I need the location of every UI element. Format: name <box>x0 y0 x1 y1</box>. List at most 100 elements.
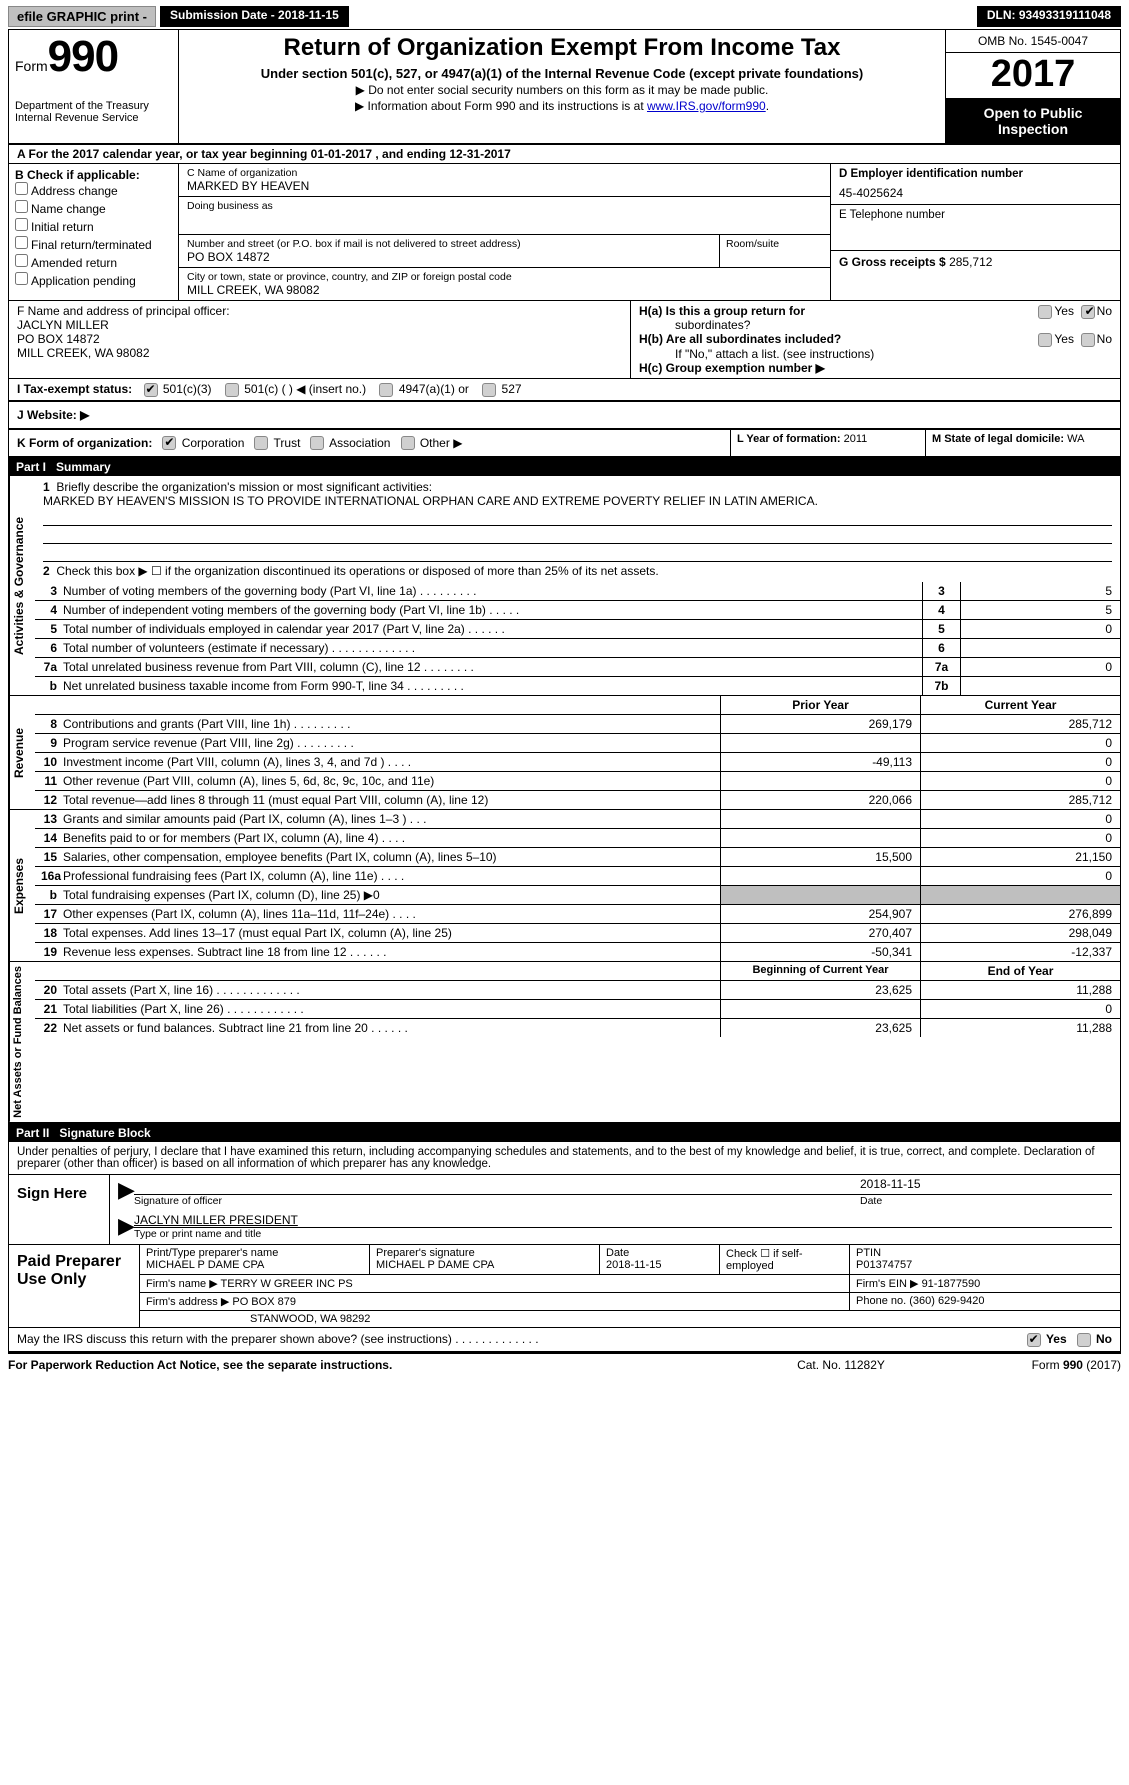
firm-name: TERRY W GREER INC PS <box>221 1278 353 1290</box>
prep-sig-lbl: Preparer's signature <box>376 1247 593 1259</box>
yes-txt2: Yes <box>1054 332 1074 346</box>
prep-name: MICHAEL P DAME CPA <box>146 1259 363 1271</box>
cb-amended[interactable]: Amended return <box>15 254 172 270</box>
section-a: A For the 2017 calendar year, or tax yea… <box>8 145 1121 164</box>
sig-arrow-icon: ▶ <box>118 1177 134 1207</box>
gov-row: 7aTotal unrelated business revenue from … <box>35 658 1120 677</box>
ha-lbl2: subordinates? <box>675 318 750 332</box>
efile-btn[interactable]: efile GRAPHIC print - <box>8 6 156 27</box>
pra-notice: For Paperwork Reduction Act Notice, see … <box>8 1358 741 1372</box>
k-other[interactable] <box>401 436 415 450</box>
rev-hdr-prior: Prior Year <box>720 696 920 714</box>
i-527[interactable] <box>482 383 496 397</box>
gov-row: bNet unrelated business taxable income f… <box>35 677 1120 695</box>
row-j: J Website: ▶ <box>9 401 1120 428</box>
no-txt: No <box>1097 304 1112 318</box>
sig-arrow-icon2: ▶ <box>118 1213 134 1240</box>
cb-name-change[interactable]: Name change <box>15 200 172 216</box>
i-501c3[interactable] <box>144 383 158 397</box>
c-name-lbl: C Name of organization <box>187 167 822 179</box>
part2-label: Part II <box>16 1126 49 1140</box>
sig-name: JACLYN MILLER PRESIDENT <box>134 1213 1112 1228</box>
yes-txt: Yes <box>1054 304 1074 318</box>
col-c: C Name of organization MARKED BY HEAVEN … <box>179 164 830 300</box>
cb-initial[interactable]: Initial return <box>15 218 172 234</box>
tax-year: 2017 <box>946 53 1120 99</box>
city-val: MILL CREEK, WA 98082 <box>187 283 822 297</box>
hb-no[interactable] <box>1081 333 1095 347</box>
sub-date: 2018-11-15 <box>278 8 339 22</box>
gov-row: 3Number of voting members of the governi… <box>35 582 1120 601</box>
i-4947[interactable] <box>379 383 393 397</box>
rev-hdr-curr: Current Year <box>920 696 1120 714</box>
gov-row: 6Total number of volunteers (estimate if… <box>35 639 1120 658</box>
gov-row: 5Total number of individuals employed in… <box>35 620 1120 639</box>
firm-phone: (360) 629-9420 <box>909 1295 984 1307</box>
col-m: M State of legal domicile: WA <box>925 430 1120 457</box>
net-row: 21Total liabilities (Part X, line 26) . … <box>35 1000 1120 1019</box>
firm-addr2: STANWOOD, WA 98292 <box>140 1311 1120 1327</box>
sig-date: 2018-11-15 <box>852 1177 1112 1195</box>
firm-ein: 91-1877590 <box>922 1278 981 1290</box>
hb-note: If "No," attach a list. (see instruction… <box>675 347 1112 361</box>
col-f: F Name and address of principal officer:… <box>9 301 630 378</box>
rev-row: 9Program service revenue (Part VIII, lin… <box>35 734 1120 753</box>
k-trust[interactable] <box>254 436 268 450</box>
side-gov: Activities & Governance <box>9 476 35 695</box>
exp-row: 14Benefits paid to or for members (Part … <box>35 829 1120 848</box>
i-o4: 527 <box>502 382 522 396</box>
col-d: D Employer identification number 45-4025… <box>830 164 1120 300</box>
org-name: MARKED BY HEAVEN <box>187 179 822 193</box>
opt-final: Final return/terminated <box>31 238 152 252</box>
public-inspection: Open to Public Inspection <box>946 99 1120 143</box>
col-b: B Check if applicable: Address change Na… <box>9 164 179 300</box>
hb-yes[interactable] <box>1038 333 1052 347</box>
cb-final[interactable]: Final return/terminated <box>15 236 172 252</box>
city-lbl: City or town, state or province, country… <box>187 271 822 283</box>
rev-row: 12Total revenue—add lines 8 through 11 (… <box>35 791 1120 809</box>
ha-yes[interactable] <box>1038 305 1052 319</box>
dn: No <box>1096 1332 1112 1346</box>
net-hdr-beg: Beginning of Current Year <box>720 962 920 980</box>
exp-row: 13Grants and similar amounts paid (Part … <box>35 810 1120 829</box>
opt-pending: Application pending <box>31 274 136 288</box>
irs-link[interactable]: www.IRS.gov/form990 <box>647 99 766 113</box>
q1t: Briefly describe the organization's miss… <box>56 480 432 494</box>
officer-addr2: MILL CREEK, WA 98082 <box>17 346 622 360</box>
officer-addr1: PO BOX 14872 <box>17 332 622 346</box>
part1-bar: Part I Summary <box>8 458 1121 476</box>
j-lbl: J Website: ▶ <box>17 408 89 422</box>
exp-row: 16aProfessional fundraising fees (Part I… <box>35 867 1120 886</box>
street-val: PO BOX 14872 <box>187 250 711 264</box>
sign-here: Sign Here <box>9 1175 109 1244</box>
paid-preparer-title: Paid Preparer Use Only <box>9 1245 139 1327</box>
gross-lbl: G Gross receipts $ <box>839 255 949 269</box>
k-lbl: K Form of organization: <box>17 436 152 450</box>
discuss-q: May the IRS discuss this return with the… <box>17 1332 1027 1347</box>
exp-row: bTotal fundraising expenses (Part IX, co… <box>35 886 1120 905</box>
officer-name: JACLYN MILLER <box>17 318 622 332</box>
rev-row: 11Other revenue (Part VIII, column (A), … <box>35 772 1120 791</box>
phone-lbl: E Telephone number <box>839 209 1112 221</box>
cb-address-change[interactable]: Address change <box>15 182 172 198</box>
discuss-yes[interactable] <box>1027 1333 1041 1347</box>
k-o2: Trust <box>274 436 301 450</box>
form-title-box: Return of Organization Exempt From Incom… <box>179 30 945 143</box>
m-val: WA <box>1067 433 1084 445</box>
ein-val: 45-4025624 <box>839 186 1112 200</box>
dept-line2: Internal Revenue Service <box>15 112 172 124</box>
hc-lbl: H(c) Group exemption number ▶ <box>639 361 825 375</box>
firm-addr-lbl: Firm's address ▶ <box>146 1296 229 1308</box>
i-501c[interactable] <box>225 383 239 397</box>
part2-title: Signature Block <box>59 1126 150 1140</box>
k-assoc[interactable] <box>310 436 324 450</box>
part1-title: Summary <box>56 460 111 474</box>
k-o1: Corporation <box>182 436 245 450</box>
self-emp[interactable]: Check ☐ if self-employed <box>720 1245 850 1274</box>
prep-name-lbl: Print/Type preparer's name <box>146 1247 363 1259</box>
k-corp[interactable] <box>162 436 176 450</box>
ha-no[interactable] <box>1081 305 1095 319</box>
cb-pending[interactable]: Application pending <box>15 272 172 288</box>
gross-val: 285,712 <box>949 255 992 269</box>
discuss-no[interactable] <box>1077 1333 1091 1347</box>
